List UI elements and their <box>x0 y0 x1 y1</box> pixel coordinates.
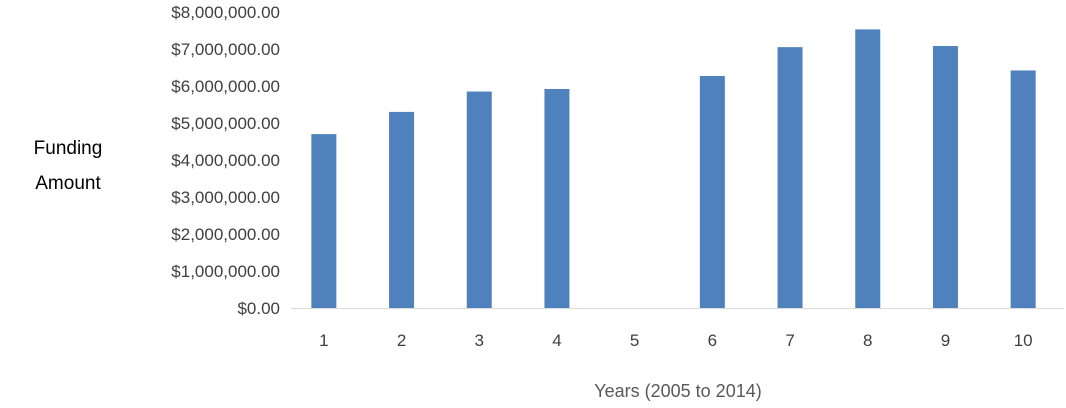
y-tick-label: $4,000,000.00 <box>171 151 280 170</box>
y-tick-label: $1,000,000.00 <box>171 262 280 281</box>
x-tick-label: 7 <box>785 331 794 350</box>
x-axis-label: Years (2005 to 2014) <box>594 381 761 401</box>
y-tick-label: $7,000,000.00 <box>171 40 280 59</box>
x-tick-label: 10 <box>1014 331 1033 350</box>
x-tick-label: 8 <box>863 331 872 350</box>
y-tick-label: $2,000,000.00 <box>171 225 280 244</box>
y-tick-label: $5,000,000.00 <box>171 114 280 133</box>
y-axis-label-line-2: Amount <box>35 173 101 194</box>
bar-7 <box>777 47 803 309</box>
x-tick-label: 3 <box>475 331 484 350</box>
bar-2 <box>389 111 415 309</box>
x-tick-label: 9 <box>941 331 950 350</box>
y-tick-label: $3,000,000.00 <box>171 188 280 207</box>
bar-3 <box>466 91 492 308</box>
y-tick-label: $6,000,000.00 <box>171 77 280 96</box>
bar-1 <box>311 134 337 308</box>
x-tick-label: 1 <box>319 331 328 350</box>
bar-6 <box>699 76 725 308</box>
x-tick-label: 5 <box>630 331 639 350</box>
bar-10 <box>1010 70 1036 309</box>
x-axis-tick-labels: 1 2 3 4 5 6 7 8 9 10 <box>319 331 1032 350</box>
bar-4 <box>544 88 570 309</box>
y-axis-tick-labels: $0.00 $1,000,000.00 $2,000,000.00 $3,000,00… <box>171 3 280 318</box>
x-tick-label: 2 <box>397 331 406 350</box>
y-axis-label-line-1: Funding <box>34 138 103 159</box>
bar-8 <box>855 29 881 308</box>
y-tick-label: $8,000,000.00 <box>171 3 280 22</box>
x-tick-label: 4 <box>552 331 561 350</box>
x-tick-label: 6 <box>708 331 717 350</box>
y-tick-label: $0.00 <box>237 299 280 318</box>
bar-9 <box>932 46 958 308</box>
bar-series <box>311 29 1036 309</box>
